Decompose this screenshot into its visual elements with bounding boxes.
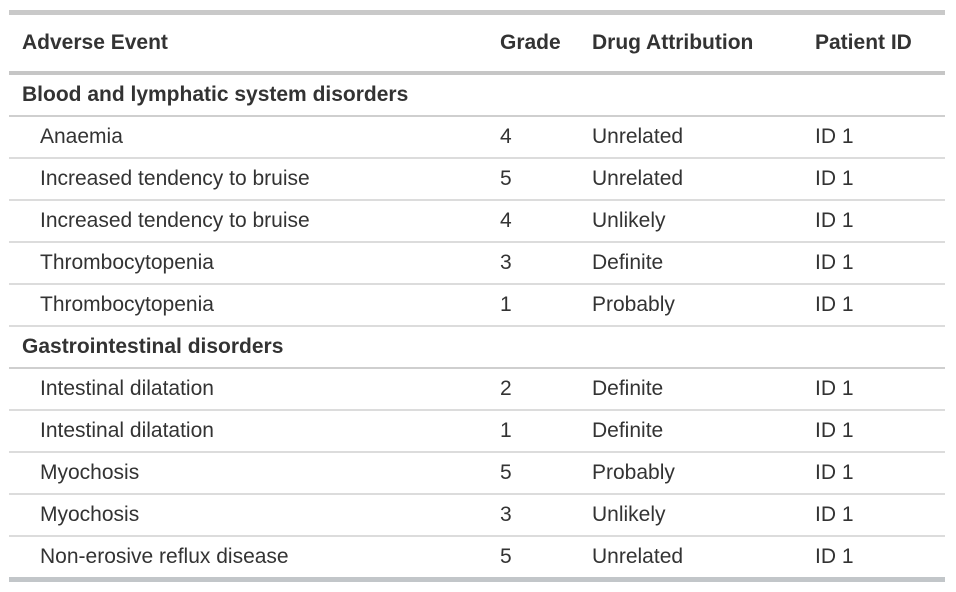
cell-grade: 1 — [500, 284, 592, 327]
table-row: Myochosis 5 Probably ID 1 — [9, 452, 945, 495]
cell-grade: 3 — [500, 494, 592, 537]
table-row: Non-erosive reflux disease 5 Unrelated ID 1 — [9, 536, 945, 581]
cell-grade: 1 — [500, 410, 592, 453]
table-row: Myochosis 3 Unlikely ID 1 — [9, 494, 945, 537]
cell-adverse-event: Thrombocytopenia — [9, 242, 500, 285]
cell-patient-id: ID 1 — [815, 242, 945, 285]
table-row: Thrombocytopenia 1 Probably ID 1 — [9, 284, 945, 327]
cell-drug-attribution: Probably — [592, 452, 815, 495]
cell-patient-id: ID 1 — [815, 368, 945, 411]
cell-grade: 5 — [500, 452, 592, 495]
table-row: Intestinal dilatation 1 Definite ID 1 — [9, 410, 945, 453]
cell-grade: 2 — [500, 368, 592, 411]
cell-drug-attribution: Unlikely — [592, 494, 815, 537]
group-header-row: Blood and lymphatic system disorders — [9, 72, 945, 117]
cell-adverse-event: Non-erosive reflux disease — [9, 536, 500, 581]
cell-grade: 4 — [500, 200, 592, 243]
cell-drug-attribution: Definite — [592, 410, 815, 453]
cell-adverse-event: Thrombocytopenia — [9, 284, 500, 327]
cell-drug-attribution: Unrelated — [592, 158, 815, 201]
cell-adverse-event: Myochosis — [9, 494, 500, 537]
cell-adverse-event: Intestinal dilatation — [9, 410, 500, 453]
cell-drug-attribution: Unrelated — [592, 116, 815, 159]
cell-grade: 4 — [500, 116, 592, 159]
cell-adverse-event: Increased tendency to bruise — [9, 158, 500, 201]
cell-adverse-event: Anaemia — [9, 116, 500, 159]
table-row: Increased tendency to bruise 4 Unlikely ID … — [9, 200, 945, 243]
group-header-label: Blood and lymphatic system disorders — [9, 72, 945, 117]
cell-drug-attribution: Definite — [592, 242, 815, 285]
adverse-events-table: Adverse Event Grade Drug Attribution Pat… — [9, 10, 945, 582]
cell-patient-id: ID 1 — [815, 536, 945, 581]
cell-patient-id: ID 1 — [815, 410, 945, 453]
cell-drug-attribution: Definite — [592, 368, 815, 411]
cell-patient-id: ID 1 — [815, 200, 945, 243]
col-header-adverse-event: Adverse Event — [9, 12, 500, 75]
cell-grade: 5 — [500, 536, 592, 581]
table-row: Thrombocytopenia 3 Definite ID 1 — [9, 242, 945, 285]
cell-drug-attribution: Unlikely — [592, 200, 815, 243]
group-header-row: Gastrointestinal disorders — [9, 325, 945, 369]
table-row: Increased tendency to bruise 5 Unrelated ID… — [9, 158, 945, 201]
cell-patient-id: ID 1 — [815, 284, 945, 327]
cell-patient-id: ID 1 — [815, 494, 945, 537]
table-row: Anaemia 4 Unrelated ID 1 — [9, 116, 945, 159]
group-header-label: Gastrointestinal disorders — [9, 325, 945, 369]
table-row: Intestinal dilatation 2 Definite ID 1 — [9, 368, 945, 411]
cell-grade: 3 — [500, 242, 592, 285]
col-header-patient-id: Patient ID — [815, 12, 945, 75]
cell-patient-id: ID 1 — [815, 452, 945, 495]
cell-patient-id: ID 1 — [815, 158, 945, 201]
cell-adverse-event: Increased tendency to bruise — [9, 200, 500, 243]
cell-grade: 5 — [500, 158, 592, 201]
cell-drug-attribution: Unrelated — [592, 536, 815, 581]
cell-patient-id: ID 1 — [815, 116, 945, 159]
cell-drug-attribution: Probably — [592, 284, 815, 327]
header-row: Adverse Event Grade Drug Attribution Pat… — [9, 12, 945, 75]
cell-adverse-event: Myochosis — [9, 452, 500, 495]
col-header-grade: Grade — [500, 12, 592, 75]
col-header-drug-attribution: Drug Attribution — [592, 12, 815, 75]
cell-adverse-event: Intestinal dilatation — [9, 368, 500, 411]
